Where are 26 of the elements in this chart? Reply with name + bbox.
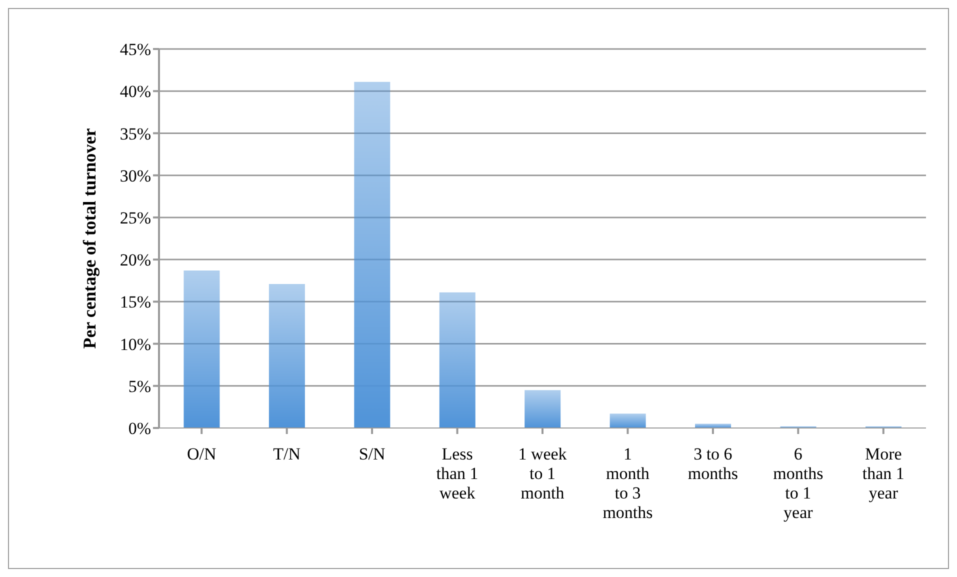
x-tick-label: More than 1 year — [862, 444, 904, 502]
bar — [184, 270, 220, 428]
bar — [268, 284, 305, 428]
x-tick-label: O/N — [186, 444, 216, 464]
x-tick-label: 6 months to 1 year — [773, 444, 824, 522]
x-tick-label: 1 month to 3 months — [602, 444, 653, 522]
y-tick-label: 10% — [120, 334, 151, 354]
bar — [524, 390, 561, 428]
bar — [439, 292, 476, 428]
y-axis-title: Per centage of total turnover — [79, 128, 100, 349]
bar — [610, 414, 646, 428]
y-tick-label: 20% — [120, 250, 151, 270]
bar — [354, 82, 390, 428]
y-tick-label: 25% — [120, 208, 151, 228]
x-tick-label: S/N — [358, 444, 386, 464]
y-tick-label: 40% — [120, 82, 151, 102]
y-tick-label: 35% — [120, 124, 151, 144]
x-tick-label: Less than 1 week — [436, 444, 478, 502]
x-tick-label: 1 week to 1 month — [518, 444, 568, 502]
y-tick-label: 30% — [120, 166, 151, 186]
y-tick-label: 15% — [120, 292, 151, 312]
x-tick-label: T/N — [273, 444, 301, 464]
y-tick-label: 0% — [128, 419, 151, 438]
y-tick-label: 45% — [120, 40, 151, 60]
y-tick-label: 5% — [128, 376, 151, 396]
x-tick-label: 3 to 6 months — [688, 444, 738, 483]
